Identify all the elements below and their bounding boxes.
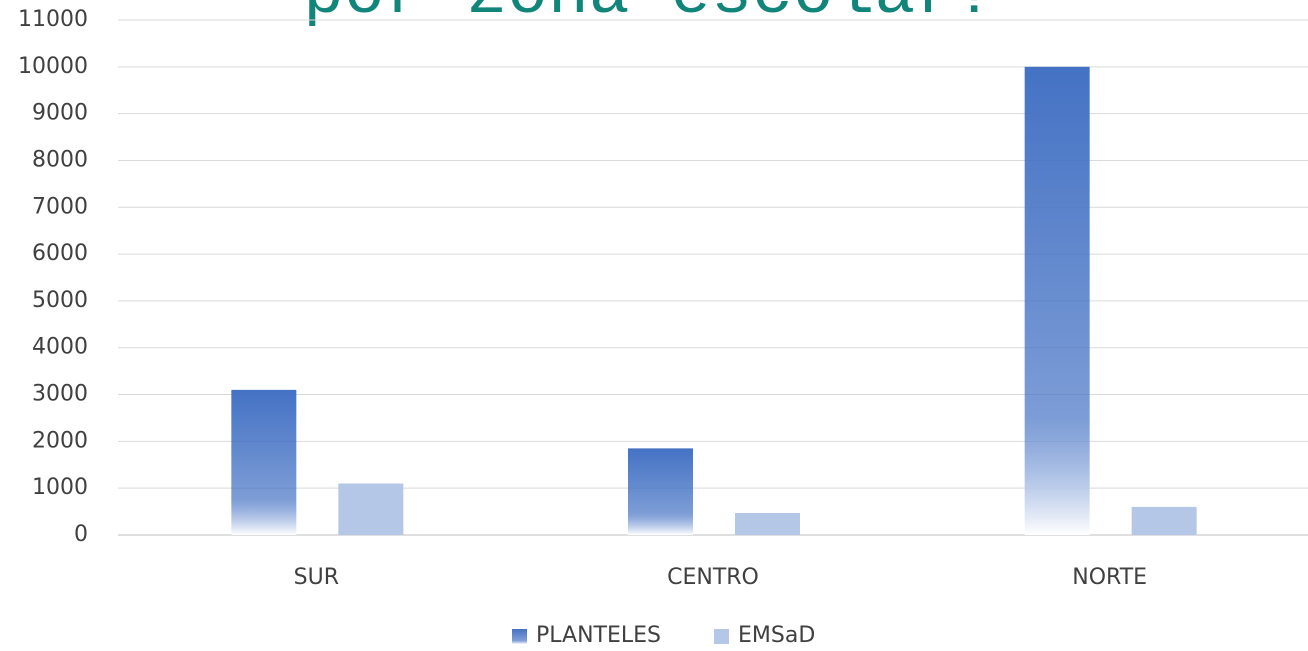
- bar: [231, 389, 297, 535]
- y-tick-label: 4000: [32, 335, 88, 360]
- legend-swatch: [512, 629, 527, 644]
- y-tick-label: 11000: [18, 7, 88, 32]
- legend-label: PLANTELES: [536, 623, 661, 648]
- y-tick-label: 8000: [32, 147, 88, 172]
- y-tick-label: 0: [74, 522, 88, 547]
- y-tick-label: 3000: [32, 382, 88, 407]
- bar: [628, 448, 693, 535]
- chart-title: por zona escolar?: [303, 0, 997, 33]
- x-tick-label: SUR: [294, 565, 339, 590]
- legend-label: EMSaD: [738, 623, 815, 648]
- y-tick-label: 7000: [32, 194, 88, 219]
- y-tick-label: 5000: [32, 288, 88, 313]
- x-tick-label: NORTE: [1072, 565, 1147, 590]
- x-tick-label: CENTRO: [667, 565, 759, 590]
- bar: [1024, 66, 1090, 536]
- bar: [338, 483, 404, 535]
- y-tick-label: 10000: [18, 54, 88, 79]
- y-tick-label: 9000: [32, 101, 88, 126]
- bar: [735, 512, 800, 535]
- legend-swatch: [714, 629, 729, 644]
- y-tick-label: 2000: [32, 428, 88, 453]
- bar: [1131, 506, 1197, 535]
- y-tick-label: 6000: [32, 241, 88, 266]
- y-tick-label: 1000: [32, 475, 88, 500]
